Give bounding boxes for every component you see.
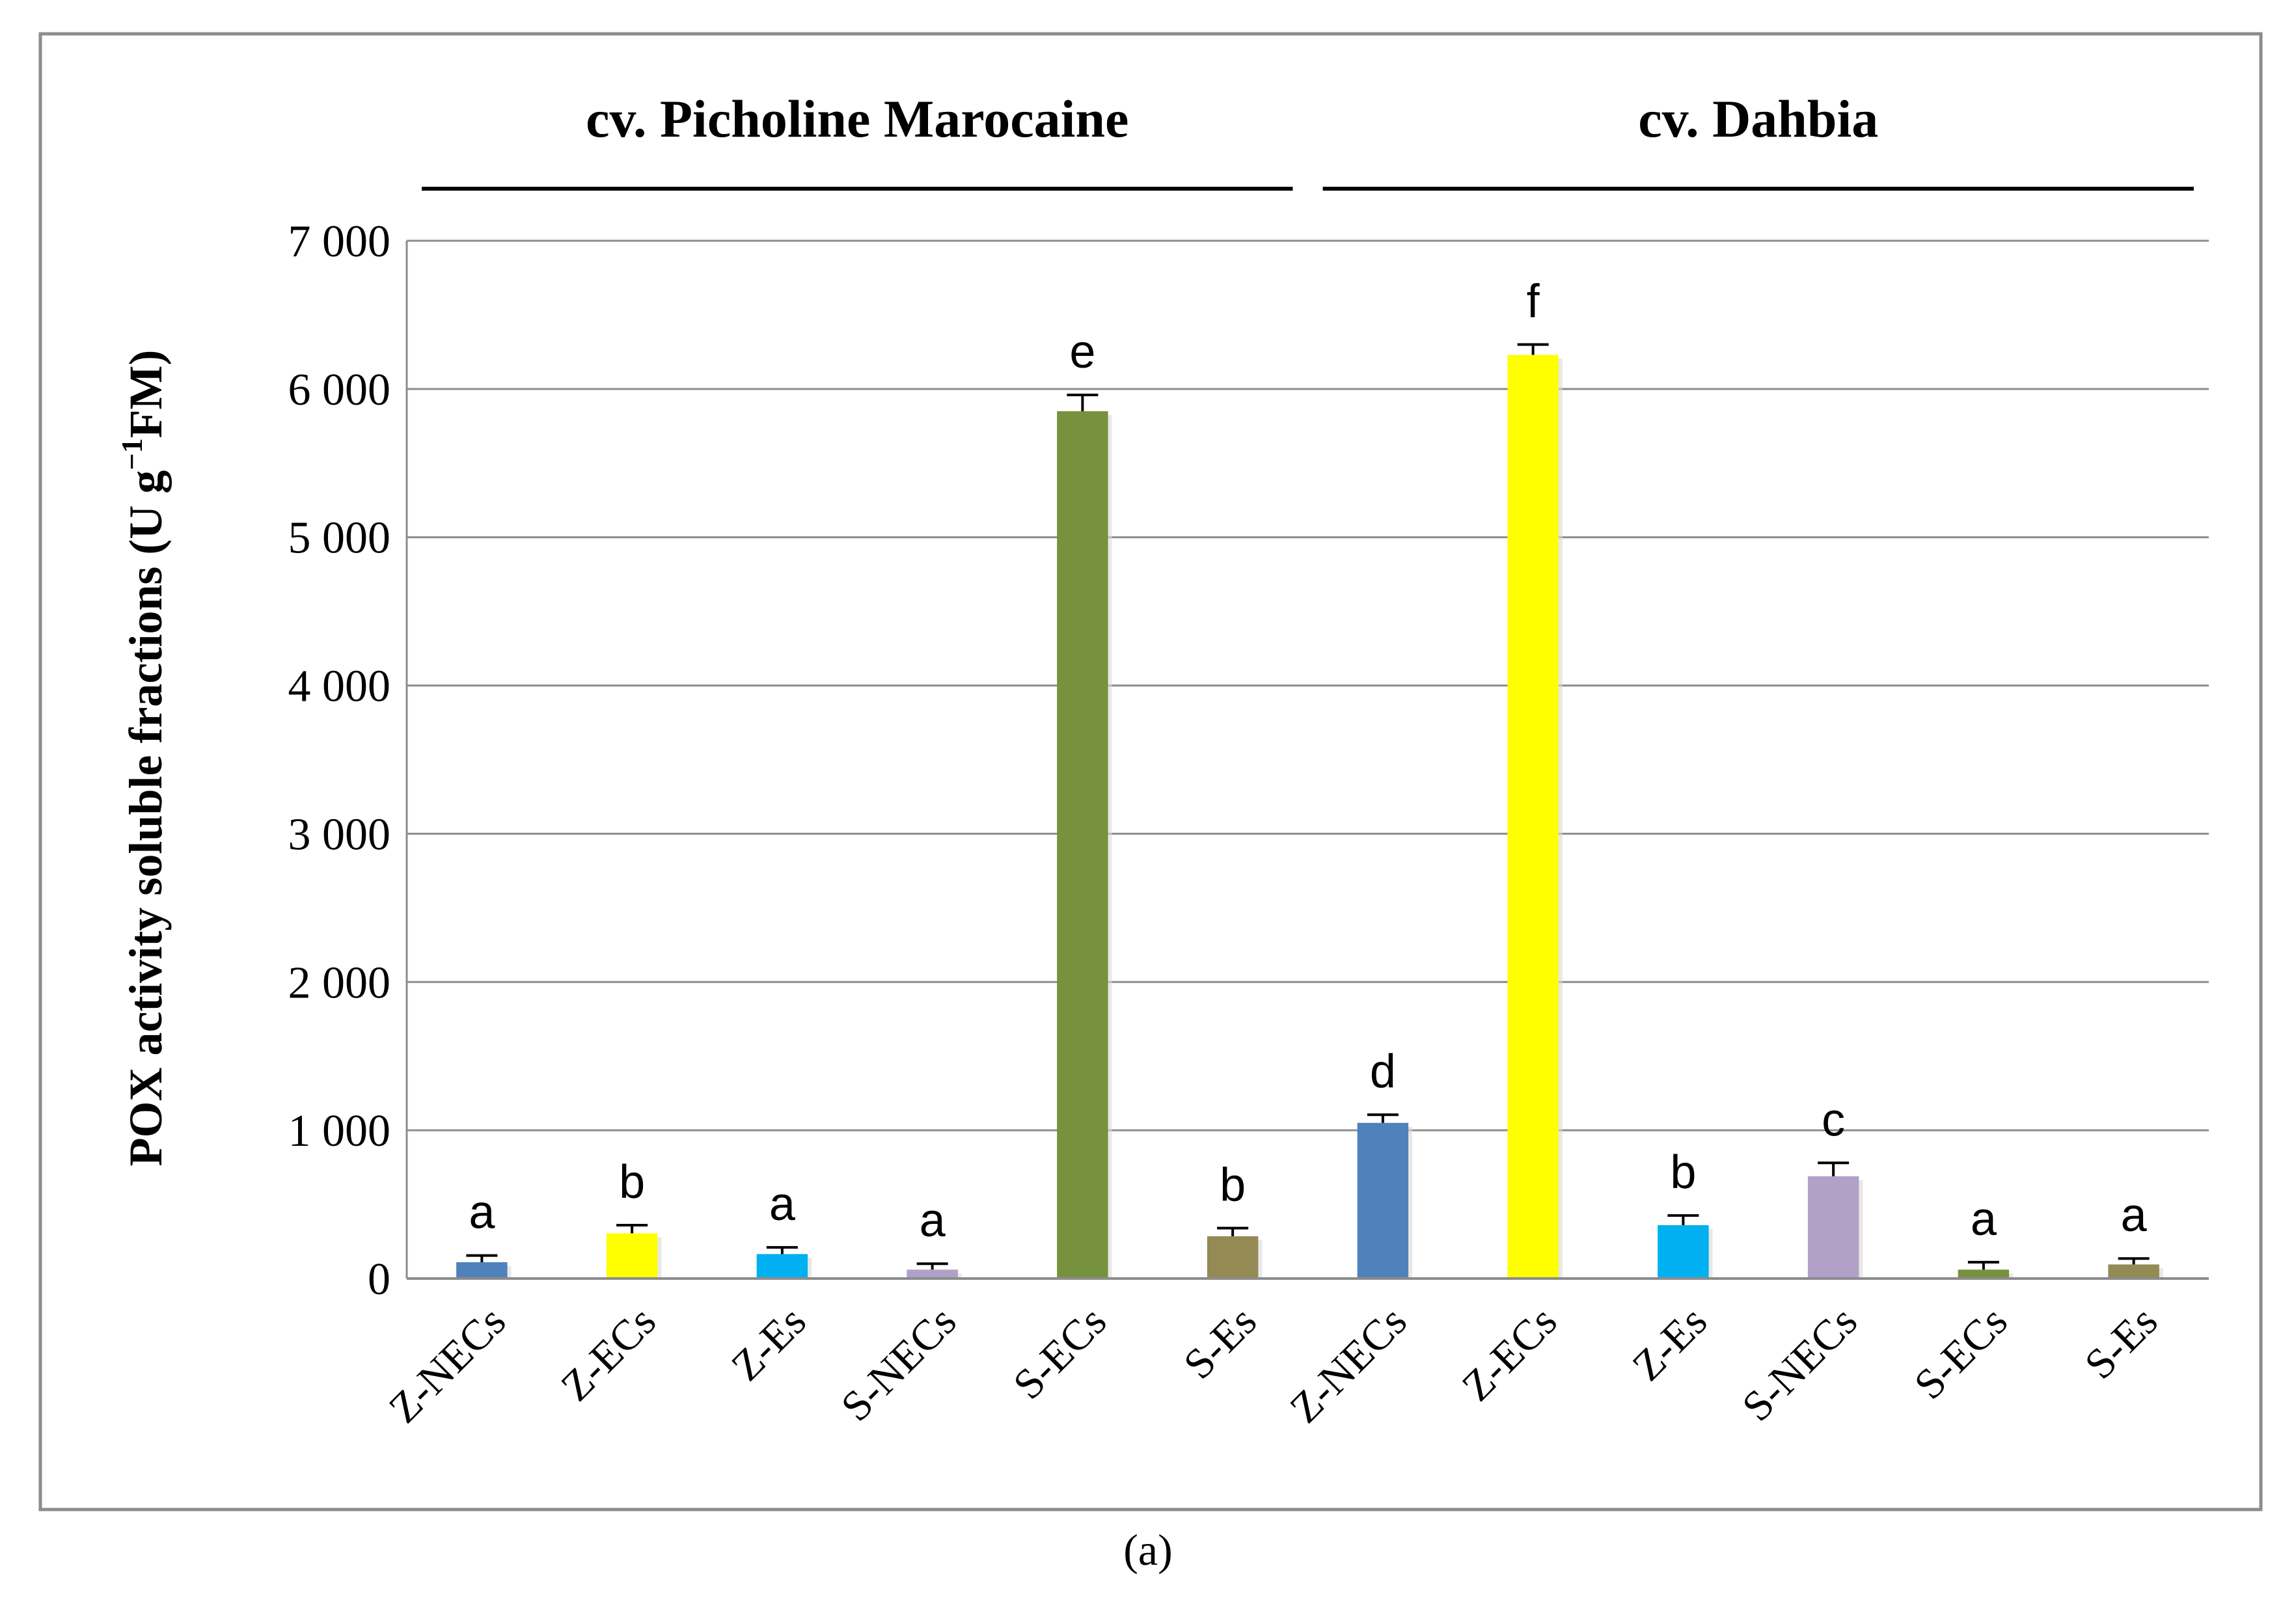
- significance-letter: a: [769, 1178, 796, 1230]
- y-axis-label: POX activity soluble fractions (U g−1FM): [115, 349, 172, 1166]
- significance-letter: a: [2121, 1189, 2148, 1241]
- y-axis-label-unit: FM): [120, 349, 172, 438]
- significance-letter: c: [1822, 1094, 1845, 1146]
- bar: [1807, 1176, 1859, 1279]
- error-bars: [466, 343, 2150, 1270]
- significance-letters: a b a a e b d f b c a a: [469, 276, 2147, 1247]
- y-tick-label: 1 000: [288, 1106, 391, 1156]
- bar: [1357, 1122, 1409, 1279]
- bar: [1507, 355, 1559, 1279]
- bar: [1658, 1225, 1709, 1279]
- significance-letter: a: [1971, 1193, 1997, 1245]
- y-axis-ticks: 0 1 000 2 000 3 000 4 000 5 000 6 000 7 000: [288, 217, 391, 1305]
- significance-letter: a: [920, 1195, 946, 1247]
- y-tick-label: 2 000: [288, 958, 391, 1008]
- group-label: cv. Dahbia: [1638, 89, 1878, 148]
- significance-letter: a: [469, 1187, 495, 1239]
- chart-frame: [38, 32, 2263, 1511]
- group-brackets: cv. Picholine Marocaine cv. Dahbia: [422, 89, 2194, 191]
- bar: [907, 1269, 958, 1279]
- y-axis-label-sup: −1: [115, 438, 148, 470]
- bars: [456, 355, 2163, 1279]
- group-label: cv. Picholine Marocaine: [586, 89, 1128, 148]
- significance-letter: f: [1527, 276, 1540, 328]
- bar: [1958, 1269, 2010, 1279]
- y-tick-label: 0: [368, 1254, 390, 1305]
- y-axis-label-main: POX activity soluble fractions (U g: [120, 470, 172, 1167]
- bar: [1057, 411, 1108, 1279]
- significance-letter: d: [1370, 1046, 1396, 1098]
- significance-letter: b: [1220, 1159, 1246, 1212]
- y-tick-label: 7 000: [288, 217, 391, 267]
- bar: [606, 1233, 658, 1279]
- significance-letter: b: [1670, 1146, 1696, 1198]
- y-tick-label: 3 000: [288, 809, 391, 860]
- y-tick-label: 4 000: [288, 662, 391, 712]
- y-tick-label: 5 000: [288, 513, 391, 563]
- panel-label: (a): [1123, 1525, 1172, 1575]
- y-tick-label: 6 000: [288, 365, 391, 415]
- bar: [456, 1262, 508, 1279]
- bar: [756, 1254, 808, 1279]
- bar: [1207, 1236, 1259, 1279]
- bar: [2108, 1264, 2159, 1279]
- significance-letter: e: [1069, 326, 1095, 378]
- gridlines: [405, 239, 2209, 1279]
- significance-letter: b: [619, 1156, 645, 1208]
